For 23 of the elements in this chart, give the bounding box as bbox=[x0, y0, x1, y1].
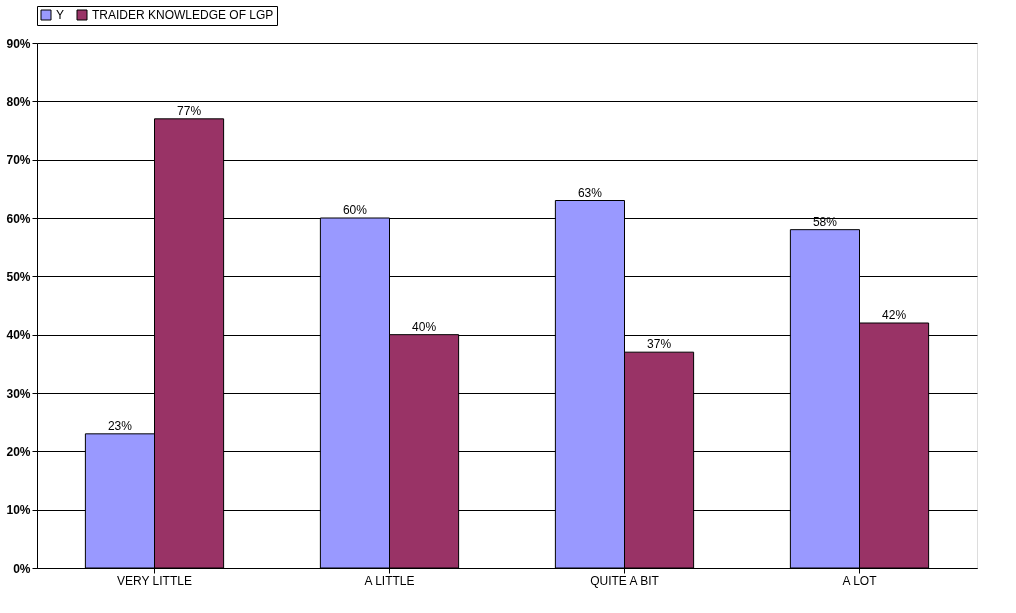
y-tick-label: 30% bbox=[6, 386, 31, 401]
y-tick-label: 40% bbox=[6, 328, 31, 343]
data-label: 63% bbox=[577, 185, 603, 200]
data-label: 23% bbox=[107, 418, 133, 433]
y-tick-label: 80% bbox=[6, 94, 31, 109]
data-label: 42% bbox=[882, 308, 907, 322]
y-tick-label: 90% bbox=[6, 36, 31, 51]
data-label: 37% bbox=[647, 337, 672, 352]
y-tick-label: 20% bbox=[6, 444, 31, 459]
y-tick-label: 0% bbox=[13, 561, 31, 576]
x-tick-label: A LOT bbox=[842, 573, 878, 588]
data-label: 40% bbox=[412, 319, 437, 334]
y-tick-label: 50% bbox=[6, 269, 31, 284]
data-label: 60% bbox=[342, 203, 368, 217]
x-tick-label: A LITTLE bbox=[364, 573, 415, 588]
legend-label: Y bbox=[56, 8, 65, 22]
legend-label: TRAIDER KNOWLEDGE OF LGP bbox=[92, 8, 274, 22]
x-tick-label: VERY LITTLE bbox=[117, 573, 192, 588]
y-tick-label: 70% bbox=[6, 153, 31, 168]
y-tick-label: 10% bbox=[6, 503, 31, 518]
y-tick-label: 60% bbox=[6, 211, 31, 226]
data-label: 77% bbox=[177, 103, 202, 118]
x-tick-label: QUITE A BIT bbox=[590, 573, 660, 588]
